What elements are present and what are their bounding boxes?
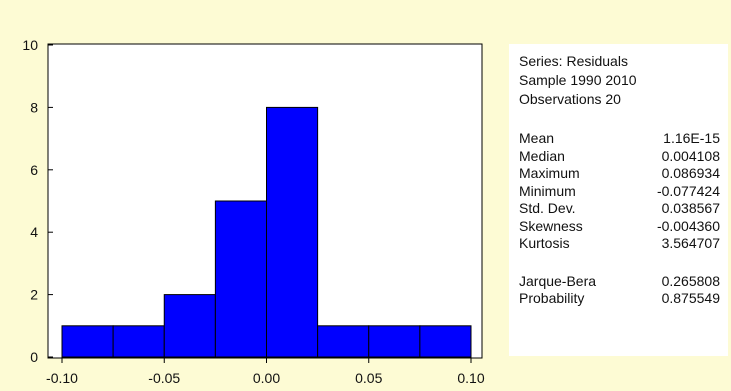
- histogram-bar: [368, 325, 421, 358]
- histogram-bar: [214, 200, 267, 358]
- y-tick-label: 10: [22, 37, 38, 53]
- y-tick-label: 4: [30, 224, 38, 240]
- stat-value: 0.875549: [661, 290, 720, 306]
- stat-value: 1.16E-15: [663, 130, 720, 146]
- stat-row-probability: Probability 0.875549: [519, 290, 720, 308]
- stat-row-std-dev: Std. Dev. 0.038567: [519, 200, 720, 218]
- observations-label: Observations 20: [519, 91, 621, 107]
- stat-label: Maximum: [519, 165, 580, 181]
- axes: [47, 43, 483, 363]
- sample-label: Sample 1990 2010: [519, 72, 637, 88]
- x-tick-label: -0.10: [46, 370, 78, 386]
- stat-label: Skewness: [519, 217, 583, 234]
- stat-row-mean: Mean 1.16E-15: [519, 130, 720, 148]
- tick-labels: 0 2 4 6 8 10 -0.10 -0.05 0.00 0.05 0.10: [22, 37, 484, 386]
- y-tick-label: 8: [30, 99, 38, 115]
- stat-label: Median: [519, 147, 565, 164]
- histogram-bar: [419, 325, 472, 358]
- histogram-bar: [61, 325, 114, 358]
- stat-row-skewness: Skewness -0.004360: [519, 218, 720, 236]
- histogram-bar: [163, 294, 216, 358]
- stat-row-maximum: Maximum 0.086934: [519, 165, 720, 183]
- x-tick-label: 0.00: [253, 370, 280, 386]
- statistics-panel: Series: Residuals Sample 1990 2010 Obser…: [509, 44, 728, 356]
- stat-value: 0.038567: [661, 200, 720, 216]
- stat-row-kurtosis: Kurtosis 3.564707: [519, 235, 720, 253]
- y-tick-label: 6: [30, 162, 38, 178]
- series-label: Series: Residuals: [519, 53, 628, 69]
- stat-label: Minimum: [519, 182, 576, 199]
- stat-label: Probability: [519, 290, 585, 306]
- stat-row-jarque-bera: Jarque-Bera 0.265808: [519, 273, 720, 291]
- histogram-bar: [317, 325, 370, 358]
- x-tick-label: 0.10: [457, 370, 484, 386]
- plot-frame: [47, 43, 483, 359]
- stat-value: 0.004108: [661, 147, 720, 164]
- bars: [61, 106, 472, 358]
- histogram-bar: [266, 106, 319, 358]
- y-tick-label: 0: [30, 349, 38, 365]
- stat-value: 0.265808: [661, 272, 720, 289]
- stat-value: -0.077424: [656, 182, 720, 199]
- histogram-bar: [112, 325, 165, 358]
- stat-label: Mean: [519, 130, 555, 146]
- y-tick-label: 2: [30, 287, 38, 303]
- stat-row-minimum: Minimum -0.077424: [519, 183, 720, 201]
- stat-value: 0.086934: [661, 165, 720, 181]
- stat-row-median: Median 0.004108: [519, 148, 720, 166]
- x-tick-label: 0.05: [355, 370, 382, 386]
- stat-label: Jarque-Bera: [519, 272, 597, 289]
- stat-value: -0.004360: [656, 217, 720, 234]
- stat-label: Kurtosis: [519, 235, 570, 251]
- stat-label: Std. Dev.: [519, 200, 576, 216]
- x-tick-label: -0.05: [148, 370, 180, 386]
- stat-value: 3.564707: [661, 235, 720, 251]
